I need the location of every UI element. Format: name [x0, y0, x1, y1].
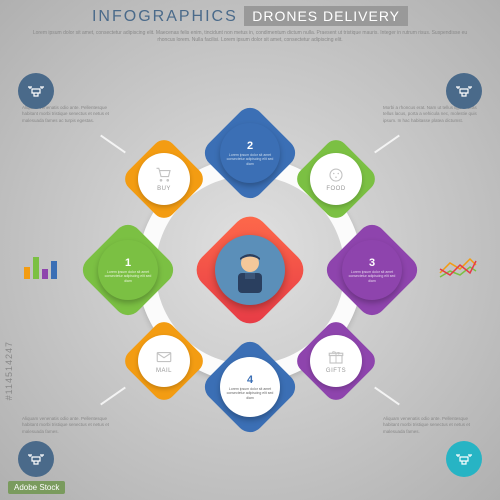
drone-icon-tr: [446, 73, 482, 109]
drone-icon-tl: [18, 73, 54, 109]
corner-food: FOOD: [305, 148, 367, 210]
connector: [100, 387, 126, 406]
stock-badge: Adobe Stock: [8, 481, 65, 494]
node-text: Lorem ipsum dolor sit amet consectetur a…: [224, 153, 276, 166]
connector: [100, 135, 126, 154]
corner-label: BUY: [157, 186, 171, 192]
center-node: [207, 227, 293, 313]
courier-avatar-icon: [225, 245, 275, 295]
corner-gifts: GIFTS: [305, 330, 367, 392]
drone-icon-br: [446, 441, 482, 477]
avatar-circle: [215, 235, 285, 305]
gift-icon: [327, 348, 345, 366]
corner-label: MAIL: [156, 368, 172, 374]
drone-icon: [452, 447, 476, 471]
node-top: 2Lorem ipsum dolor sit amet consectetur …: [214, 117, 286, 189]
callout-bl: Aliquam venenatis odio ante. Pellentesqu…: [22, 416, 117, 435]
subtitle-tag: DRONES DELIVERY: [244, 6, 408, 26]
page-title: INFOGRAPHICS DRONES DELIVERY: [92, 8, 408, 25]
drone-icon: [24, 447, 48, 471]
node-text: Lorem ipsum dolor sit amet consectetur a…: [224, 387, 276, 400]
node-number: 2: [247, 140, 253, 152]
corner-mail: MAIL: [133, 330, 195, 392]
infographic-stage: 2Lorem ipsum dolor sit amet consectetur …: [0, 85, 500, 455]
mail-icon: [155, 348, 173, 366]
corner-label: FOOD: [326, 186, 345, 192]
watermark: #114514247: [4, 341, 14, 400]
node-bottom: 4Lorem ipsum dolor sit amet consectetur …: [214, 351, 286, 423]
corner-label: GIFTS: [326, 368, 346, 374]
header: INFOGRAPHICS DRONES DELIVERY: [0, 0, 500, 26]
drone-icon: [24, 79, 48, 103]
node-text: Lorem ipsum dolor sit amet consectetur a…: [102, 270, 154, 283]
line-chart-icon: [438, 253, 478, 281]
connector: [374, 135, 400, 154]
drone-icon: [452, 79, 476, 103]
node-left: 1Lorem ipsum dolor sit amet consectetur …: [92, 234, 164, 306]
node-text: Lorem ipsum dolor sit amet consectetur a…: [346, 270, 398, 283]
node-number: 4: [247, 374, 253, 386]
node-number: 3: [369, 257, 375, 269]
cart-icon: [155, 166, 173, 184]
corner-buy: BUY: [133, 148, 195, 210]
header-description: Lorem ipsum dolor sit amet, consectetur …: [0, 26, 500, 47]
node-right: 3Lorem ipsum dolor sit amet consectetur …: [336, 234, 408, 306]
connector: [374, 387, 400, 406]
food-icon: [327, 166, 345, 184]
drone-icon-bl: [18, 441, 54, 477]
node-number: 1: [125, 257, 131, 269]
bar-chart-icon: [22, 253, 62, 281]
callout-br: Aliquam venenatis odio ante. Pellentesqu…: [383, 416, 478, 435]
